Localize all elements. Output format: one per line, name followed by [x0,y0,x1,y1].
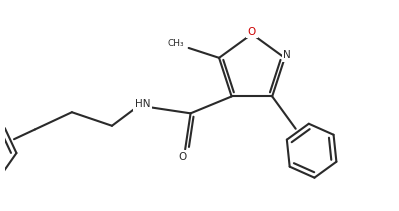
Text: O: O [248,27,256,37]
Text: N: N [283,50,291,60]
Text: O: O [179,152,187,162]
Text: HN: HN [135,99,150,109]
Text: CH₃: CH₃ [168,39,184,48]
